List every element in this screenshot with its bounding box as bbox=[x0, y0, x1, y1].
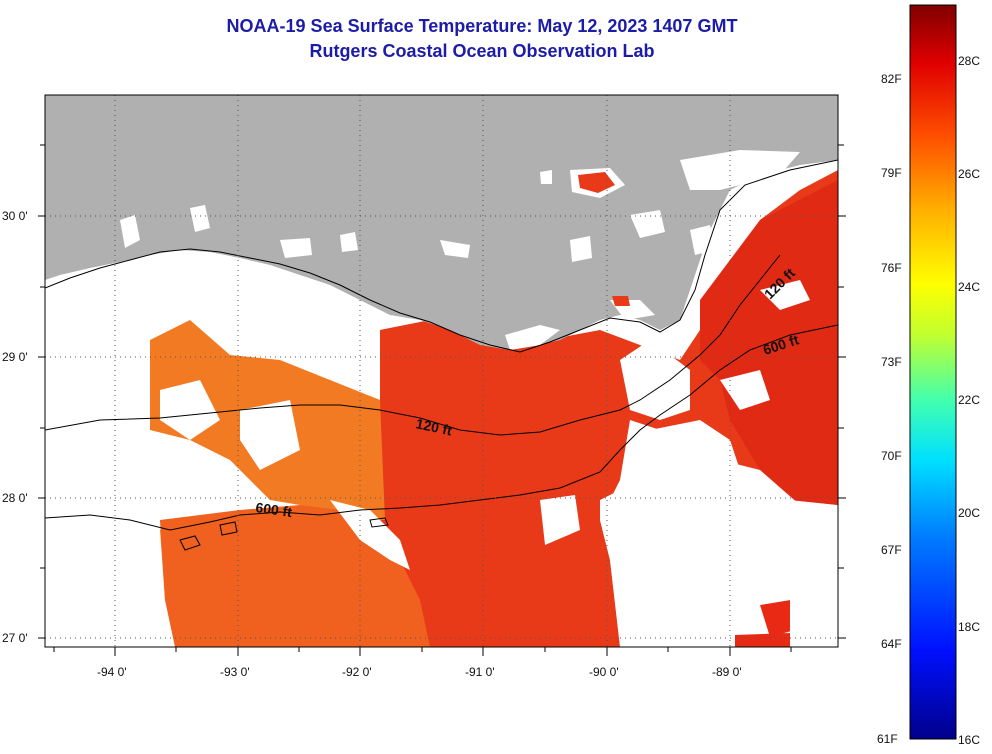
lon-label: -93 0' bbox=[220, 665, 250, 679]
chart-subtitle: Rutgers Coastal Ocean Observation Lab bbox=[309, 41, 655, 61]
cloud-patch bbox=[620, 340, 690, 420]
colorbar-f-label: 73F bbox=[881, 355, 902, 369]
lat-label: 30 0' bbox=[2, 209, 28, 223]
lake bbox=[505, 325, 560, 350]
colorbar-f-label: 82F bbox=[881, 72, 902, 86]
colorbar-c-label: 18C bbox=[958, 620, 981, 634]
colorbar-c-label: 24C bbox=[958, 280, 981, 294]
land-mass bbox=[45, 95, 838, 350]
cloud-patch bbox=[330, 500, 410, 570]
contour-120ft-line bbox=[45, 254, 781, 436]
colorbar-f-label: 61F bbox=[877, 732, 898, 746]
sst-region-east bbox=[360, 170, 838, 647]
lake bbox=[280, 238, 312, 258]
colorbar-f-label: 70F bbox=[881, 449, 902, 463]
axis-ticks bbox=[38, 144, 846, 656]
lake bbox=[630, 210, 665, 238]
lake bbox=[120, 215, 140, 248]
cloud-patch bbox=[600, 470, 838, 647]
sst-lake bbox=[578, 172, 615, 193]
coastline bbox=[45, 159, 838, 353]
lon-label: -90 0' bbox=[589, 665, 619, 679]
cloud-patch bbox=[240, 400, 300, 470]
sst-region-se-patch bbox=[760, 600, 795, 637]
lake bbox=[190, 205, 210, 232]
colorbar-f-label: 76F bbox=[881, 261, 902, 275]
cloud-patch bbox=[720, 370, 770, 410]
colorbar-c-label: 20C bbox=[958, 506, 981, 520]
contour-small-loop bbox=[179, 535, 201, 551]
graticule bbox=[45, 95, 838, 647]
colorbar-f-label: 67F bbox=[881, 543, 902, 557]
sst-region-se-strip bbox=[735, 633, 790, 647]
lat-label: 28 0' bbox=[2, 491, 28, 505]
colorbar-c-label: 16C bbox=[958, 733, 981, 747]
map-frame bbox=[44, 94, 839, 648]
colorbar-c-label: 22C bbox=[958, 393, 981, 407]
lake bbox=[680, 150, 800, 190]
cloud-patch bbox=[650, 420, 740, 470]
colorbar-c-label: 28C bbox=[958, 54, 981, 68]
sst-bay bbox=[612, 296, 630, 306]
contour-label-600ft: 600 ft bbox=[255, 499, 294, 520]
contour-small-loop bbox=[219, 521, 238, 536]
contour-small-loop bbox=[369, 517, 389, 528]
lake bbox=[570, 236, 592, 262]
cloud-patch bbox=[160, 380, 220, 440]
colorbar-c-label: 26C bbox=[958, 167, 981, 181]
lake bbox=[440, 240, 470, 258]
lake bbox=[340, 232, 358, 252]
chart-title: NOAA-19 Sea Surface Temperature: May 12,… bbox=[226, 16, 738, 36]
cloud-patch bbox=[540, 495, 580, 545]
contour-label-120ft: 120 ft bbox=[414, 415, 453, 438]
lon-label: -91 0' bbox=[465, 665, 495, 679]
lake bbox=[690, 225, 715, 255]
colorbar bbox=[909, 4, 957, 740]
lon-label: -89 0' bbox=[712, 665, 742, 679]
cloud-patch bbox=[760, 280, 810, 310]
colorbar-f-label: 79F bbox=[881, 166, 902, 180]
lon-label: -94 0' bbox=[97, 665, 127, 679]
lat-label: 27 0' bbox=[2, 631, 28, 645]
lon-label: -92 0' bbox=[342, 665, 372, 679]
contour-600ft-line bbox=[45, 324, 838, 531]
colorbar-f-label: 64F bbox=[881, 637, 902, 651]
lake bbox=[540, 170, 552, 184]
lat-label: 29 0' bbox=[2, 350, 28, 364]
